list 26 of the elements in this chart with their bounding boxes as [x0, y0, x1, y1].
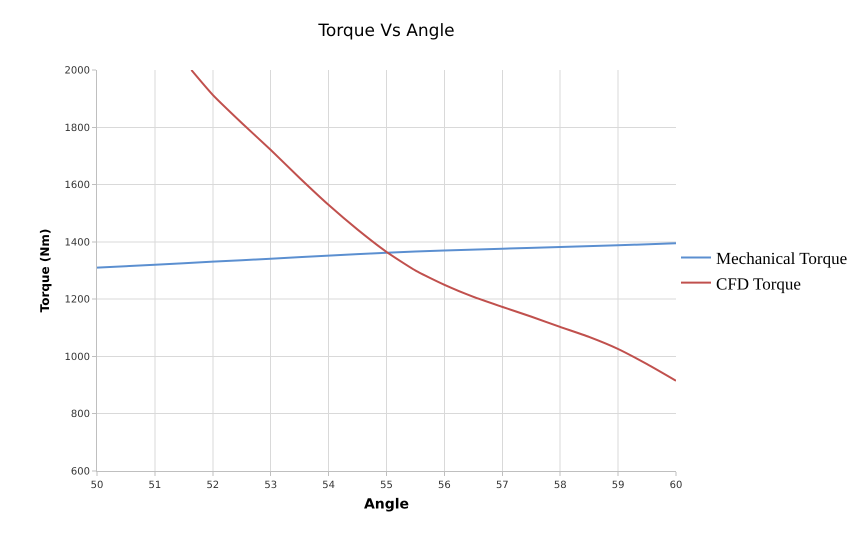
y-tick-label: 2000 [64, 66, 90, 76]
y-tick-label: 1200 [64, 294, 90, 306]
x-tick-label: 58 [554, 480, 567, 491]
x-tick-label: 59 [612, 480, 624, 491]
x-tick-label: 57 [496, 480, 509, 491]
x-tick-label: 51 [148, 480, 162, 491]
x-tick-label: 54 [322, 480, 335, 491]
x-tick-label: 52 [206, 480, 220, 491]
x-axis-title: Angle [364, 496, 410, 512]
chart-title: Torque Vs Angle [317, 21, 455, 42]
legend-label: CFD Torque [716, 274, 801, 294]
y-tick-label: 800 [70, 409, 90, 420]
y-axis-title: Torque (Nm) [38, 228, 52, 312]
y-tick-label: 1800 [64, 122, 90, 134]
x-tick-label: 50 [90, 480, 104, 491]
x-tick-label: 56 [438, 480, 451, 491]
x-tick-label: 60 [670, 480, 682, 491]
line-series [97, 242, 676, 269]
y-tick-label: 1000 [64, 352, 90, 363]
y-tick-label: 1400 [64, 237, 90, 248]
y-tick-label: 1600 [64, 180, 90, 192]
line-series [190, 70, 676, 382]
y-tick-label: 600 [70, 466, 90, 478]
legend-label: Mechanical Torque [716, 249, 848, 268]
x-tick-label: 53 [264, 480, 278, 491]
x-tick-label: 55 [380, 480, 393, 491]
